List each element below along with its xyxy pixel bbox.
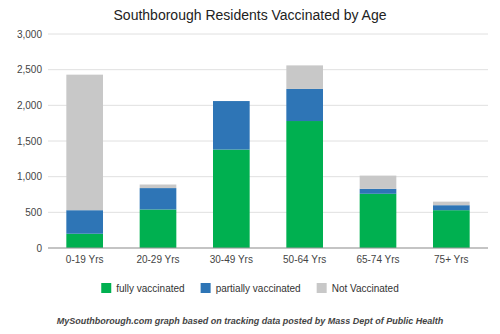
y-tick-label: 1,500 bbox=[17, 136, 42, 147]
bar-segment bbox=[213, 101, 250, 102]
background bbox=[0, 0, 500, 334]
bar-segment bbox=[360, 194, 397, 248]
x-tick-label: 30-49 Yrs bbox=[210, 254, 253, 265]
footnote: MySouthborough.com graph based on tracki… bbox=[57, 316, 444, 326]
bar-segment bbox=[433, 205, 470, 210]
legend-label: Not Vaccinated bbox=[332, 283, 399, 294]
bar-segment bbox=[360, 176, 397, 189]
legend-item: fully vaccinated bbox=[101, 283, 184, 294]
y-tick-label: 3,000 bbox=[17, 29, 42, 40]
title: Southborough Residents Vaccinated by Age bbox=[114, 7, 387, 23]
legend: fully vaccinated partially vaccinated Not … bbox=[101, 283, 399, 294]
bar-segment bbox=[140, 185, 177, 189]
legend-item: Not Vaccinated bbox=[317, 283, 399, 294]
y-tick-label: 2,000 bbox=[17, 100, 42, 111]
grid-line bbox=[48, 141, 488, 142]
y-axis: 0 500 1,000 1,500 2,000 2,500 3,000 bbox=[17, 29, 488, 254]
x-axis: 0-19 Yrs 20-29 Yrs 30-49 Yrs 50-64 Yrs 65-74… bbox=[48, 248, 488, 265]
bar-segment bbox=[213, 101, 250, 150]
legend-label: fully vaccinated bbox=[116, 283, 184, 294]
bar-segment bbox=[286, 121, 323, 248]
bar-segment bbox=[360, 189, 397, 194]
bar-segment bbox=[286, 89, 323, 121]
bar-segment bbox=[286, 65, 323, 89]
legend-swatch bbox=[317, 283, 327, 293]
x-tick-label: 0-19 Yrs bbox=[66, 254, 104, 265]
bar-segment bbox=[66, 210, 103, 234]
y-tick-label: 2,500 bbox=[17, 64, 42, 75]
legend-swatch bbox=[101, 283, 111, 293]
bar-segment bbox=[66, 75, 103, 211]
grid-line bbox=[48, 248, 488, 249]
x-tick-label: 20-29 Yrs bbox=[136, 254, 179, 265]
bar-segment bbox=[140, 188, 177, 209]
x-tick-label: 65-74 Yrs bbox=[356, 254, 399, 265]
y-tick-label: 500 bbox=[25, 207, 42, 218]
y-tick-label: 0 bbox=[36, 243, 42, 254]
bar-segment bbox=[213, 150, 250, 248]
bar-segment bbox=[433, 202, 470, 206]
chart: Southborough Residents Vaccinated by Age… bbox=[0, 0, 500, 334]
grid-line bbox=[48, 34, 488, 35]
grid-line bbox=[48, 176, 488, 177]
bars bbox=[66, 65, 469, 248]
legend-swatch bbox=[201, 283, 211, 293]
legend-item: partially vaccinated bbox=[201, 283, 301, 294]
x-tick-label: 50-64 Yrs bbox=[283, 254, 326, 265]
grid-line bbox=[48, 69, 488, 70]
grid-line bbox=[48, 105, 488, 106]
legend-label: partially vaccinated bbox=[216, 283, 301, 294]
bar-segment bbox=[66, 234, 103, 248]
x-axis-line bbox=[48, 248, 488, 249]
x-tick-label: 75+ Yrs bbox=[434, 254, 469, 265]
grid-line bbox=[48, 212, 488, 213]
y-tick-label: 1,000 bbox=[17, 171, 42, 182]
bar-segment bbox=[433, 210, 470, 248]
bar-segment bbox=[140, 209, 177, 248]
